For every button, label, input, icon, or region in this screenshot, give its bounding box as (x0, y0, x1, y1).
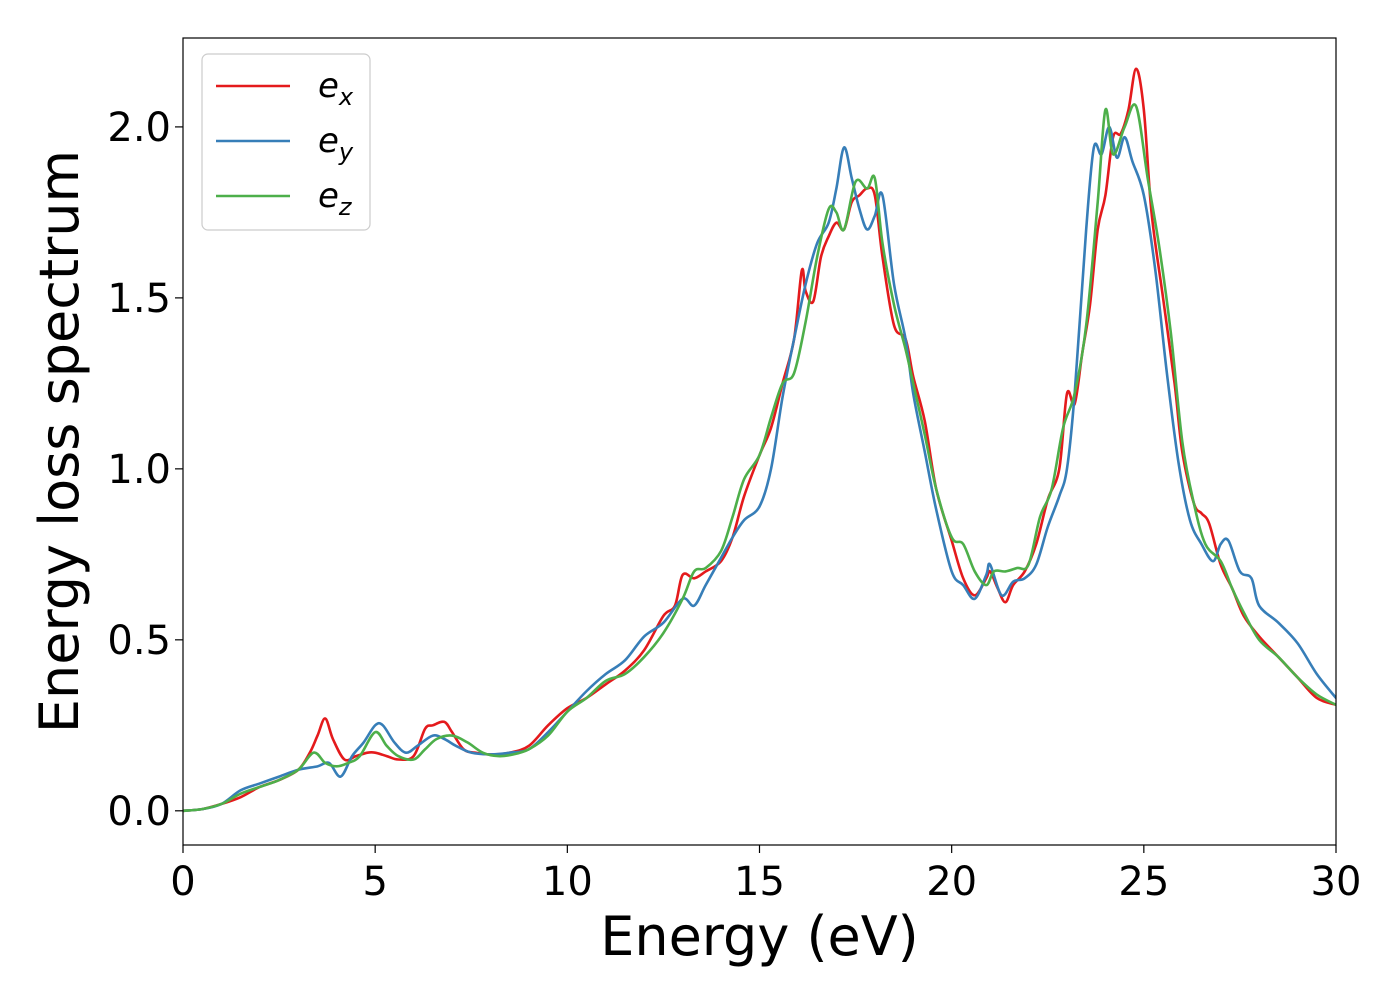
y-tick-label: 1.5 (107, 276, 171, 322)
x-tick-label: 0 (170, 859, 195, 905)
x-axis-ticks: 0 5 10 15 20 25 30 (170, 845, 1361, 905)
x-tick-label: 30 (1311, 859, 1362, 905)
y-tick-label: 0.0 (107, 789, 171, 835)
x-tick-label: 15 (734, 859, 785, 905)
legend-label-e-x: ex (318, 66, 354, 111)
y-tick-label: 2.0 (107, 105, 171, 151)
legend-label-e-y: ey (318, 121, 354, 166)
legend: ex ey ez (201, 53, 371, 231)
x-tick-label: 20 (926, 859, 977, 905)
y-axis-title: Energy loss spectrum (28, 150, 91, 733)
x-axis-title: Energy (eV) (600, 905, 919, 968)
y-axis-ticks: 0.0 0.5 1.0 1.5 2.0 (107, 105, 183, 835)
x-tick-label: 10 (542, 859, 593, 905)
y-tick-label: 1.0 (107, 447, 171, 493)
y-tick-label: 0.5 (107, 618, 171, 664)
x-tick-label: 25 (1118, 859, 1169, 905)
x-tick-label: 5 (362, 859, 387, 905)
series-line-e-z (183, 103, 1336, 813)
series-layer (183, 67, 1336, 813)
series-line-e-y (183, 125, 1336, 813)
legend-label-e-z: ez (318, 176, 353, 221)
